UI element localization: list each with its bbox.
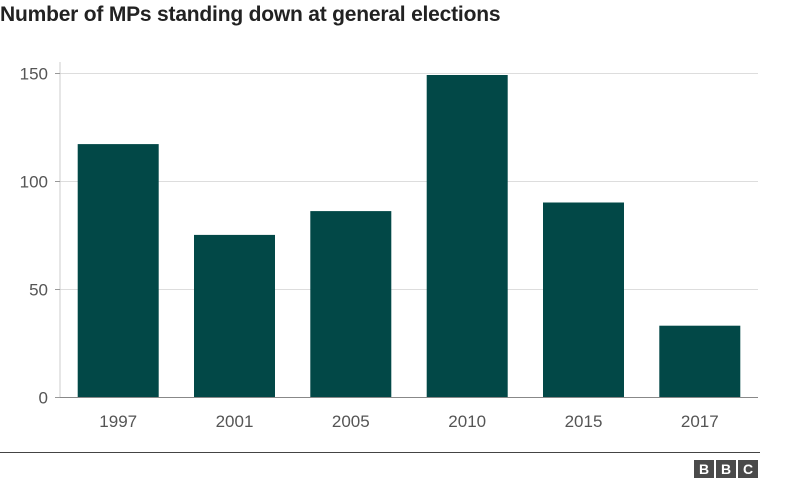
logo-letter: C bbox=[738, 460, 758, 478]
bar-2010 bbox=[426, 75, 508, 397]
chart-title: Number of MPs standing down at general e… bbox=[0, 3, 501, 26]
gridlines bbox=[60, 73, 758, 290]
y-tick-label: 150 bbox=[20, 65, 48, 84]
x-tick-label: 1997 bbox=[99, 412, 137, 431]
x-tick-label: 2017 bbox=[681, 412, 719, 431]
y-tick-label: 0 bbox=[39, 389, 48, 408]
y-tick-label: 50 bbox=[29, 281, 48, 300]
bar-2015 bbox=[543, 202, 624, 397]
bar-2017 bbox=[659, 325, 741, 397]
bbc-logo: B B C bbox=[694, 460, 758, 478]
bars bbox=[77, 75, 741, 397]
y-axis: 0 50 100 150 bbox=[20, 62, 61, 408]
bar-1997 bbox=[77, 144, 159, 397]
logo-letter: B bbox=[716, 460, 736, 478]
x-axis: 1997 2001 2005 2010 2015 2017 bbox=[60, 397, 758, 431]
logo-letter: B bbox=[694, 460, 714, 478]
x-tick-label: 2001 bbox=[216, 412, 254, 431]
y-tick-label: 100 bbox=[20, 173, 48, 192]
footer-divider bbox=[0, 452, 760, 453]
x-tick-label: 2005 bbox=[332, 412, 370, 431]
x-tick-label: 2015 bbox=[565, 412, 603, 431]
bar-chart: 0 50 100 150 1997 2001 2005 2010 2015 2017 bbox=[20, 62, 758, 431]
bar-2005 bbox=[310, 211, 392, 397]
x-tick-label: 2010 bbox=[448, 412, 486, 431]
bar-2001 bbox=[194, 234, 275, 397]
